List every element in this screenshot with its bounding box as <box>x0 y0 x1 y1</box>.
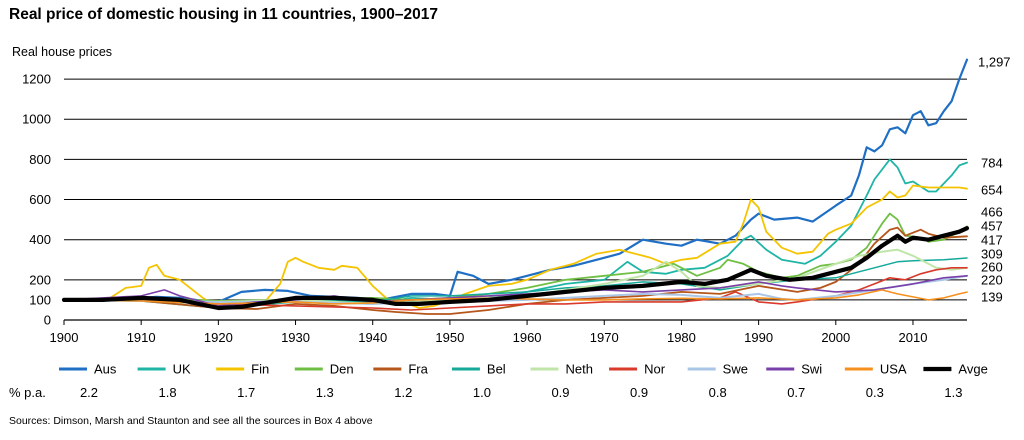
series-line-avge <box>61 226 970 311</box>
x-tick-label: 2010 <box>899 330 928 345</box>
pa-value: 1.8 <box>159 385 177 400</box>
pa-value: 0.3 <box>866 385 884 400</box>
pa-value: 1.7 <box>237 385 255 400</box>
legend: Aus UK Fin Den Fra Bel Neth Nor Swe Swi USA Avge <box>59 362 988 377</box>
pa-value: 0.7 <box>787 385 805 400</box>
growth-rate-row: 2.2 1.8 1.7 1.3 1.2 1.0 0.9 0.9 0.8 0.7 0.3 1.3 <box>80 385 962 400</box>
x-tick-label: 1910 <box>127 330 156 345</box>
y-tick-label: 400 <box>29 232 51 247</box>
pa-value: 1.3 <box>316 385 334 400</box>
x-tick-label: 1940 <box>358 330 387 345</box>
y-axis-ticks: 0 100 200 400 600 800 1000 1200 <box>22 72 51 328</box>
legend-label: Den <box>330 362 354 377</box>
x-tick-label: 1920 <box>204 330 233 345</box>
end-value-label: 457 <box>981 219 1003 234</box>
y-tick-label: 800 <box>29 152 51 167</box>
end-value-label: 417 <box>981 233 1003 248</box>
x-tick-label: 1930 <box>281 330 310 345</box>
legend-label: Neth <box>566 362 593 377</box>
legend-label: Nor <box>644 362 666 377</box>
y-tick-label: 200 <box>29 272 51 287</box>
end-value-label: 466 <box>981 205 1003 220</box>
pa-row-label: % p.a. <box>9 385 46 400</box>
y-tick-label: 1200 <box>22 72 51 87</box>
y-tick-label: 100 <box>29 292 51 307</box>
pa-value: 1.0 <box>473 385 491 400</box>
y-axis-label: Real house prices <box>12 45 112 59</box>
legend-label: Fra <box>408 362 428 377</box>
x-tick-label: 1970 <box>590 330 619 345</box>
x-tick-label: 1990 <box>744 330 773 345</box>
series-line-uk <box>63 158 968 309</box>
series-line-aus <box>62 58 969 303</box>
y-tick-label: 1000 <box>22 112 51 127</box>
pa-value: 0.9 <box>551 385 569 400</box>
series-line-usa <box>63 289 968 305</box>
source-note: Sources: Dimson, Marsh and Staunton and … <box>9 415 373 427</box>
chart-title: Real price of domestic housing in 11 cou… <box>9 6 438 23</box>
end-value-label: 139 <box>981 290 1003 305</box>
x-axis-ticks: 1900 1910 1920 1930 1940 1950 1960 1970 1980 1990… <box>50 320 928 345</box>
legend-label: USA <box>880 362 907 377</box>
pa-value: 1.3 <box>944 385 962 400</box>
legend-label: Fin <box>251 362 269 377</box>
legend-label: Swe <box>723 362 748 377</box>
legend-label: Swi <box>801 362 822 377</box>
pa-value: 0.8 <box>709 385 727 400</box>
series-lines <box>61 58 970 315</box>
pa-value: 1.2 <box>394 385 412 400</box>
y-tick-label: 600 <box>29 192 51 207</box>
series-line-den <box>63 212 968 302</box>
end-value-label: 1,297 <box>978 55 1011 70</box>
legend-label: Aus <box>94 362 117 377</box>
end-value-label: 220 <box>981 273 1003 288</box>
y-tick-label: 0 <box>44 313 51 328</box>
x-tick-label: 2000 <box>821 330 850 345</box>
pa-value: 0.9 <box>630 385 648 400</box>
legend-label: Avge <box>958 362 987 377</box>
x-tick-label: 1980 <box>667 330 696 345</box>
x-tick-label: 1900 <box>50 330 79 345</box>
legend-label: UK <box>173 362 191 377</box>
end-value-label: 654 <box>981 183 1003 198</box>
legend-label: Bel <box>487 362 506 377</box>
end-value-label: 260 <box>981 260 1003 275</box>
end-value-label: 784 <box>981 156 1003 171</box>
x-tick-label: 1950 <box>435 330 464 345</box>
x-tick-label: 1960 <box>513 330 542 345</box>
pa-value: 2.2 <box>80 385 98 400</box>
end-value-label: 309 <box>981 247 1003 262</box>
